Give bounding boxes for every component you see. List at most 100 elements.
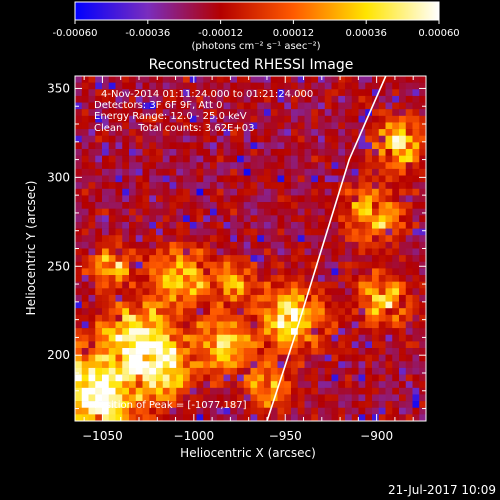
heatmap-cell xyxy=(277,175,285,183)
heatmap-cell xyxy=(291,341,299,349)
heatmap-cell xyxy=(115,407,123,415)
heatmap-cell xyxy=(270,142,278,150)
heatmap-cell xyxy=(142,208,150,216)
heatmap-cell xyxy=(108,401,116,409)
heatmap-cell xyxy=(237,281,245,289)
heatmap-cell xyxy=(405,109,413,117)
heatmap-cell xyxy=(365,308,373,316)
heatmap-cell xyxy=(176,155,184,163)
heatmap-cell xyxy=(129,89,137,97)
heatmap-cell xyxy=(135,155,143,163)
heatmap-cell xyxy=(81,235,89,243)
heatmap-cell xyxy=(183,275,191,282)
heatmap-cell xyxy=(149,381,157,389)
heatmap-cell xyxy=(351,367,359,375)
heatmap-cell xyxy=(156,367,164,375)
heatmap-cell xyxy=(196,148,204,156)
heatmap-cell xyxy=(345,387,353,395)
heatmap-cell xyxy=(345,168,353,176)
heatmap-cell xyxy=(183,294,191,302)
heatmap-cell xyxy=(392,321,400,329)
heatmap-cell xyxy=(405,155,413,163)
heatmap-cell xyxy=(210,129,218,137)
heatmap-cell xyxy=(135,401,143,409)
heatmap-cell xyxy=(264,89,272,97)
heatmap-cell xyxy=(311,175,319,183)
heatmap-cell xyxy=(203,221,211,229)
heatmap-cell xyxy=(399,142,407,150)
heatmap-cell xyxy=(291,275,299,282)
heatmap-cell xyxy=(243,314,251,322)
heatmap-cell xyxy=(365,275,373,282)
heatmap-cell xyxy=(176,321,184,329)
heatmap-cell xyxy=(419,109,426,117)
heatmap-cell xyxy=(169,135,177,143)
heatmap-cell xyxy=(237,82,245,90)
heatmap-cell xyxy=(331,275,339,282)
heatmap-cell xyxy=(304,407,312,415)
heatmap-cell xyxy=(183,215,191,223)
heatmap-cell xyxy=(304,308,312,316)
heatmap-cell xyxy=(311,374,319,382)
heatmap-cell xyxy=(75,95,83,103)
heatmap-cell xyxy=(108,235,116,243)
heatmap-cell xyxy=(210,387,218,395)
heatmap-cell xyxy=(291,374,299,382)
heatmap-cell xyxy=(392,354,400,362)
heatmap-cell xyxy=(183,142,191,150)
heatmap-cell xyxy=(102,367,110,375)
heatmap-cell xyxy=(351,334,359,342)
heatmap-cell xyxy=(149,228,157,236)
heatmap-cell xyxy=(284,255,292,263)
heatmap-cell xyxy=(75,248,83,256)
heatmap-cell xyxy=(216,321,224,329)
heatmap-cell xyxy=(223,135,231,143)
heatmap-cell xyxy=(162,208,170,216)
heatmap-cell xyxy=(129,374,137,382)
heatmap-cell xyxy=(250,321,258,329)
heatmap-cell xyxy=(81,348,89,355)
heatmap-cell xyxy=(405,188,413,196)
heatmap-cell xyxy=(338,308,346,316)
heatmap-cell xyxy=(176,95,184,103)
heatmap-cell xyxy=(149,202,157,209)
heatmap-cell xyxy=(102,76,110,83)
heatmap-cell xyxy=(311,401,319,409)
heatmap-cell xyxy=(297,215,305,223)
heatmap-cell xyxy=(203,89,211,97)
heatmap-cell xyxy=(392,288,400,296)
heatmap-cell xyxy=(196,367,204,375)
heatmap-cell xyxy=(230,241,238,249)
x-axis-label: Heliocentric X (arcsec) xyxy=(180,446,316,460)
heatmap-cell xyxy=(196,294,204,302)
heatmap-cell xyxy=(277,148,285,156)
heatmap-cell xyxy=(183,195,191,203)
heatmap-cell xyxy=(297,394,305,402)
heatmap-cell xyxy=(264,367,272,375)
heatmap-cell xyxy=(291,95,299,103)
heatmap-cell xyxy=(405,341,413,349)
heatmap-cell xyxy=(419,301,426,309)
heatmap-cell xyxy=(176,202,184,209)
heatmap-cell xyxy=(270,109,278,117)
heatmap-cell xyxy=(378,215,386,223)
heatmap-cell xyxy=(392,387,400,395)
heatmap-cell xyxy=(351,221,359,229)
heatmap-cell xyxy=(405,334,413,342)
heatmap-cell xyxy=(102,328,110,336)
heatmap-cell xyxy=(304,221,312,229)
heatmap-cell xyxy=(122,275,130,282)
heatmap-cell xyxy=(419,328,426,336)
heatmap-cell xyxy=(277,414,285,421)
heatmap-cell xyxy=(88,228,96,236)
heatmap-cell xyxy=(203,387,211,395)
heatmap-cell xyxy=(88,281,96,289)
heatmap-cell xyxy=(378,155,386,163)
heatmap-cell xyxy=(169,268,177,276)
heatmap-cell xyxy=(284,294,292,302)
heatmap-cell xyxy=(358,348,366,355)
heatmap-cell xyxy=(129,268,137,276)
heatmap-cell xyxy=(304,208,312,216)
heatmap-cell xyxy=(345,82,353,90)
heatmap-cell xyxy=(385,341,393,349)
